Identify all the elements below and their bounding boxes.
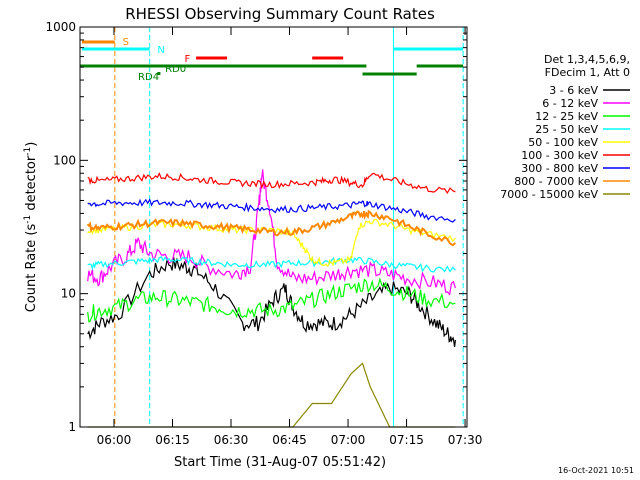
x-tick-label: 06:15 bbox=[155, 433, 190, 447]
flag-marker bbox=[157, 72, 161, 75]
series-line bbox=[87, 198, 456, 223]
x-tick-label: 07:00 bbox=[331, 433, 366, 447]
x-axis-label: Start Time (31-Aug-07 05:51:42) bbox=[174, 455, 386, 470]
legend-label: 100 - 300 keV bbox=[521, 149, 598, 162]
series-line bbox=[87, 256, 456, 273]
series-line bbox=[86, 209, 457, 247]
flag-label: RD0 bbox=[165, 64, 186, 75]
series-line bbox=[87, 169, 456, 296]
x-axis: 06:00 06:15 06:30 06:45 07:00 07:15 07:30 bbox=[97, 27, 483, 447]
series-line bbox=[87, 277, 456, 323]
y-tick-label: 1000 bbox=[45, 20, 76, 34]
legend-label: 300 - 800 keV bbox=[521, 162, 598, 175]
legend-label: 25 - 50 keV bbox=[535, 123, 598, 136]
y-axis-label: Count Rate (s-1 detector-1) bbox=[23, 142, 39, 313]
legend-label: 7000 - 15000 keV bbox=[500, 188, 598, 201]
timestamp: 16-Oct-2021 10:51 bbox=[558, 466, 634, 475]
flag-label: F bbox=[184, 54, 190, 65]
legend-label: 12 - 25 keV bbox=[535, 110, 598, 123]
chart-title: RHESSI Observing Summary Count Rates bbox=[125, 5, 435, 23]
y-axis: 1 10 100 1000 bbox=[45, 20, 467, 434]
x-tick-label: 07:30 bbox=[448, 433, 483, 447]
x-tick-label: 06:30 bbox=[214, 433, 249, 447]
flag-label: RD4 bbox=[138, 72, 159, 83]
y-tick-label: 1 bbox=[68, 420, 76, 434]
x-tick-label: 07:15 bbox=[389, 433, 424, 447]
x-tick-label: 06:00 bbox=[97, 433, 132, 447]
x-tick-label: 06:45 bbox=[272, 433, 307, 447]
flag-label: S bbox=[123, 37, 129, 48]
legend-label: 50 - 100 keV bbox=[528, 136, 598, 149]
y-tick-label: 100 bbox=[53, 153, 76, 167]
y-tick-label: 10 bbox=[61, 287, 76, 301]
series-line bbox=[87, 172, 456, 195]
legend: Det 1,3,4,5,6,9,FDecim 1, Att 0 3 - 6 keV… bbox=[500, 53, 630, 201]
legend-label: 6 - 12 keV bbox=[542, 97, 598, 110]
plot-frame bbox=[79, 26, 468, 428]
legend-label: 3 - 6 keV bbox=[549, 84, 598, 97]
legend-header: FDecim 1, Att 0 bbox=[545, 66, 630, 79]
series-line bbox=[87, 257, 456, 347]
legend-header: Det 1,3,4,5,6,9, bbox=[544, 53, 630, 66]
legend-label: 800 - 7000 keV bbox=[514, 175, 598, 188]
flag-label: N bbox=[157, 45, 164, 56]
